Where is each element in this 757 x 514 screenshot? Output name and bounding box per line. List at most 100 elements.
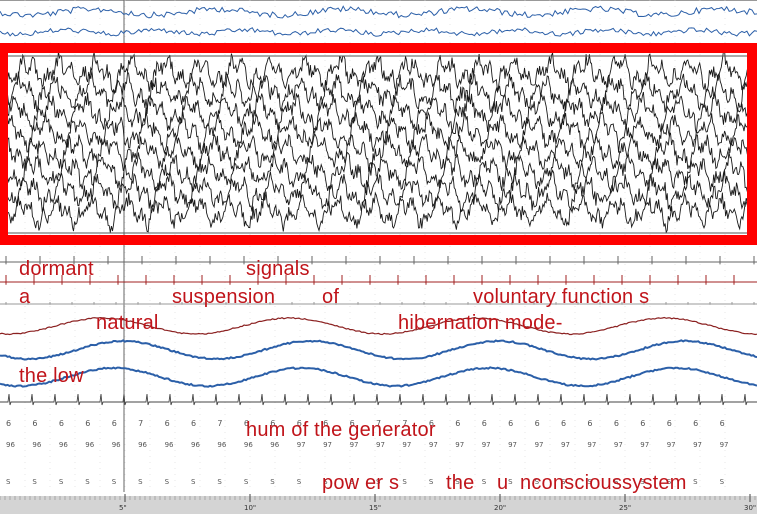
digit-row-b: 97 <box>482 441 491 449</box>
digit-row-b: 96 <box>59 441 68 449</box>
digit-row-c: S <box>508 478 513 486</box>
digit-row-a: 6 <box>6 419 11 428</box>
eeg-trace <box>0 70 757 114</box>
overlay-word-signals: signals <box>246 258 310 280</box>
digit-row-b: 97 <box>402 441 411 449</box>
digit-row-c: S <box>165 478 170 486</box>
digit-row-c: S <box>85 478 90 486</box>
digit-row-c: S <box>191 478 196 486</box>
digit-row-c: S <box>535 478 540 486</box>
digit-row-b: 97 <box>561 441 570 449</box>
digit-row-a: 6 <box>720 419 725 428</box>
digit-row-b: 96 <box>85 441 94 449</box>
digit-row-c: S <box>217 478 222 486</box>
overlay-phrase-hibernation-mode: hibernation mode- <box>398 312 563 334</box>
digit-row-c: S <box>6 478 11 486</box>
digit-row-a: 7 <box>402 419 407 428</box>
eeg-trace <box>0 132 757 173</box>
top-blue-trace-2 <box>0 27 757 37</box>
digit-row-a: 6 <box>614 419 619 428</box>
digit-row-a: 6 <box>270 419 275 428</box>
digit-row-c: S <box>587 478 592 486</box>
digit-row-a: 6 <box>535 419 540 428</box>
digit-row-c: S <box>350 478 355 486</box>
digit-row-b: 97 <box>350 441 359 449</box>
overlay-word-powers: pow er s <box>322 472 400 494</box>
ecg-trace <box>0 393 757 406</box>
digit-row-c: S <box>59 478 64 486</box>
overlay-letter-u: u <box>497 472 509 494</box>
digit-row-a: 7 <box>217 419 222 428</box>
time-axis-label: 25" <box>619 504 631 512</box>
digit-row-c: S <box>244 478 249 486</box>
digit-row-c: S <box>482 478 487 486</box>
digit-row-b: 97 <box>323 441 332 449</box>
digit-row-b: 97 <box>429 441 438 449</box>
top-blue-trace <box>0 5 757 19</box>
digit-row-a: 6 <box>455 419 460 428</box>
eeg-trace <box>0 169 757 214</box>
digit-row-c: S <box>429 478 434 486</box>
digit-row-a: 6 <box>244 419 249 428</box>
overlay-word-natural: natural <box>96 312 159 334</box>
eeg-trace <box>0 191 757 234</box>
digit-row-c: S <box>270 478 275 486</box>
digit-row-a: 6 <box>85 419 90 428</box>
digit-row-a: 6 <box>350 419 355 428</box>
overlay-word-unconscious-system: nconscioussystem <box>520 472 687 494</box>
digit-row-b: 96 <box>138 441 147 449</box>
digit-row-a: 6 <box>693 419 698 428</box>
blue-respiration-trace <box>0 366 757 388</box>
digit-row-c: S <box>720 478 725 486</box>
digit-row-a: 6 <box>32 419 37 428</box>
digit-row-c: S <box>323 478 328 486</box>
digit-row-c: S <box>640 478 645 486</box>
digit-row-a: 6 <box>165 419 170 428</box>
overlay-word-the: the <box>446 472 475 494</box>
digit-row-c: S <box>455 478 460 486</box>
time-axis-label: 20" <box>494 504 506 512</box>
digit-row-c: S <box>614 478 619 486</box>
digit-row-b: 97 <box>693 441 702 449</box>
digit-row-b: 96 <box>112 441 121 449</box>
time-axis-label: 30" <box>744 504 756 512</box>
digit-row-b: 96 <box>165 441 174 449</box>
overlay-word-suspension: suspension <box>172 286 276 308</box>
digit-row-a: 6 <box>667 419 672 428</box>
digit-row-a: 6 <box>112 419 117 428</box>
eeg-trace <box>0 91 757 134</box>
digit-row-c: S <box>112 478 117 486</box>
overlay-word-of: of <box>322 286 340 308</box>
time-axis-label: 5" <box>119 504 127 512</box>
digit-row-c: S <box>138 478 143 486</box>
digit-row-a: 6 <box>429 419 434 428</box>
digit-row-b: 96 <box>191 441 200 449</box>
overlay-phrase-voluntary-function: voluntary function s <box>473 286 650 308</box>
digit-row-a: 6 <box>640 419 645 428</box>
digit-row-c: S <box>376 478 381 486</box>
time-axis-label: 15" <box>369 504 381 512</box>
darkred-respiration-trace <box>0 316 757 336</box>
digit-row-b: 96 <box>270 441 279 449</box>
overlay-word-dormant: dormant <box>19 258 94 280</box>
blue-respiration-trace <box>0 339 757 361</box>
digit-row-b: 97 <box>535 441 544 449</box>
digit-row-c: S <box>667 478 672 486</box>
digit-row-a: 7 <box>376 419 381 428</box>
digit-row-c: S <box>297 478 302 486</box>
digit-row-b: 96 <box>6 441 15 449</box>
digit-row-b: 97 <box>667 441 676 449</box>
digit-row-c: S <box>32 478 37 486</box>
overlay-phrase-the-low: the low <box>19 365 84 387</box>
overlay-phrase-hum-of-the-generator: hum of the generator <box>246 419 436 441</box>
digit-row-a: 6 <box>587 419 592 428</box>
digit-row-a: 6 <box>482 419 487 428</box>
digit-row-c: S <box>561 478 566 486</box>
eeg-trace <box>0 111 757 155</box>
digit-row-b: 97 <box>297 441 306 449</box>
digit-row-b: 97 <box>508 441 517 449</box>
digit-row-b: 96 <box>32 441 41 449</box>
digit-row-a: 6 <box>191 419 196 428</box>
time-axis-bar <box>0 496 757 514</box>
